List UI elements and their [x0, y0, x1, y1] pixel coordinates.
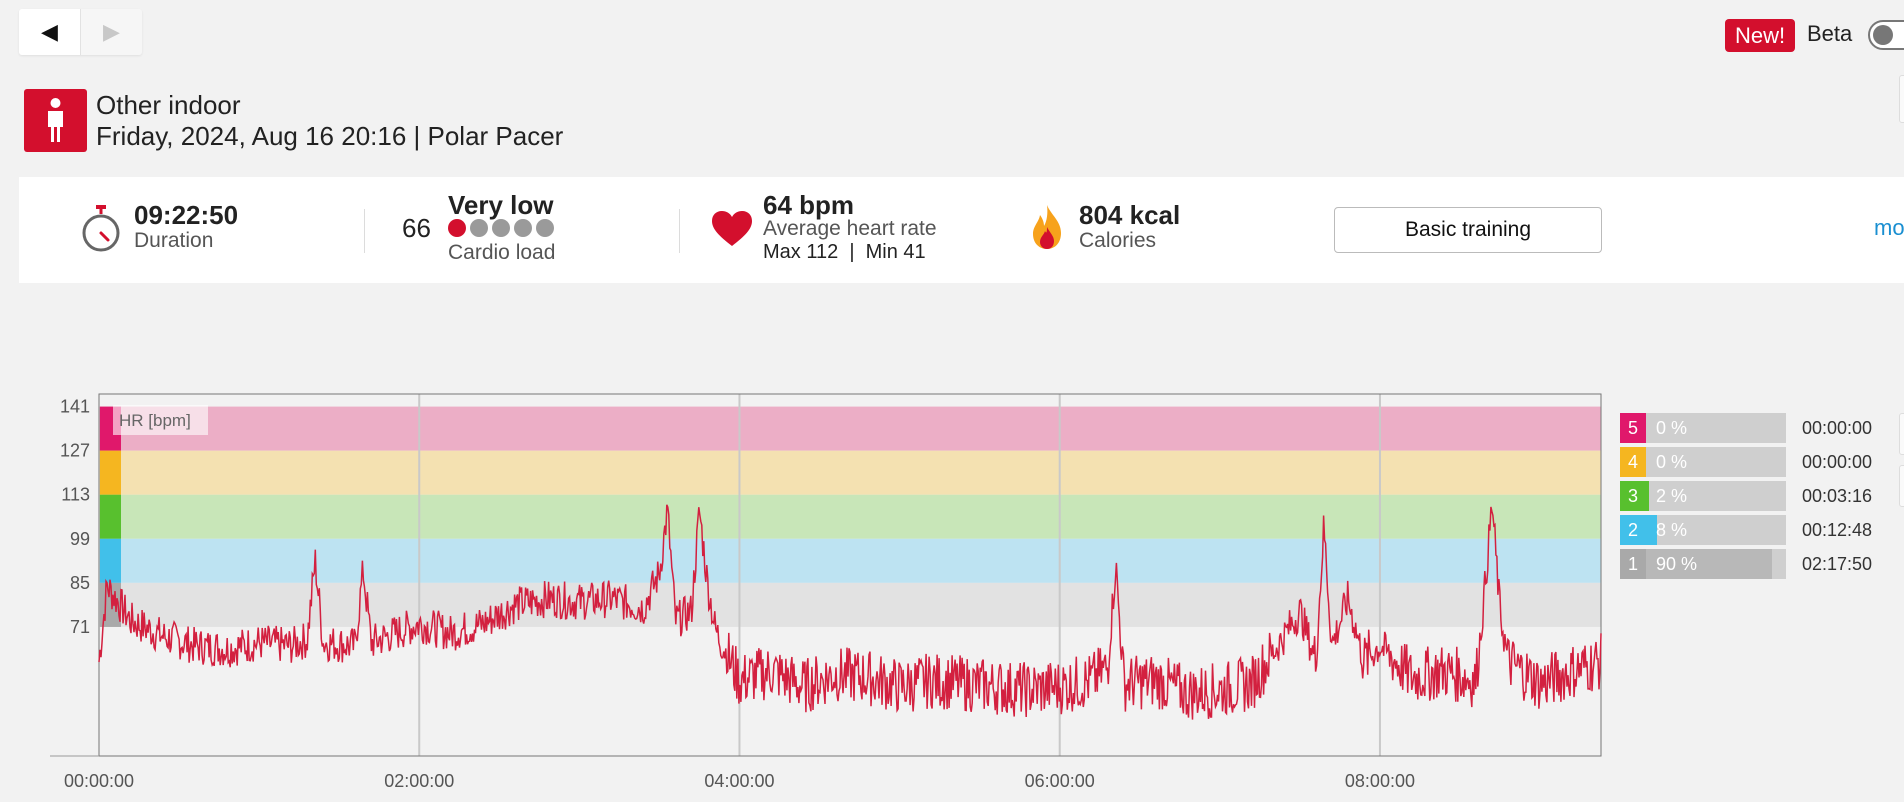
cardio-load-number: 66 [402, 213, 431, 243]
duration-value: 09:22:50 [134, 200, 239, 230]
next-button[interactable]: ▶ [81, 9, 142, 55]
zone-band [99, 406, 1601, 451]
zone-row: 5 0 % [1620, 413, 1786, 443]
zone-number: 2 [1620, 515, 1646, 545]
zone-strip [100, 538, 121, 583]
zone-row: 4 0 % [1620, 447, 1786, 477]
zone-number: 1 [1620, 549, 1646, 579]
toggle-knob [1873, 25, 1893, 45]
zone-band [99, 450, 1601, 495]
zone-percent: 0 % [1656, 452, 1688, 472]
zone-fill [1646, 515, 1658, 545]
duration-label: Duration [134, 229, 214, 252]
zone-row: 2 8 % [1620, 515, 1786, 545]
new-badge: New! [1725, 19, 1796, 52]
cardio-dot [448, 219, 466, 237]
zone-row: 3 2 % [1620, 481, 1786, 511]
beta-toggle[interactable] [1868, 20, 1904, 50]
avg-hr-label: Average heart rate [763, 217, 937, 240]
zone-fill [1646, 549, 1772, 579]
plot-frame [98, 393, 1602, 757]
side-handle[interactable] [1899, 413, 1904, 455]
zone-number: 5 [1620, 413, 1646, 443]
avg-hr-value: 64 bpm [763, 190, 855, 220]
y-tick-label: 113 [61, 485, 90, 505]
cardio-dot [470, 219, 488, 237]
more-link[interactable]: mo [1874, 215, 1904, 240]
beta-label: Beta [1807, 21, 1853, 46]
zone-percent: 0 % [1656, 418, 1688, 438]
session-subtitle: Friday, 2024, Aug 16 20:16 | Polar Pacer [96, 121, 564, 151]
sport-name: Other indoor [96, 90, 241, 120]
previous-button[interactable]: ◀ [19, 9, 81, 55]
person-icon [24, 89, 87, 152]
zone-strip [100, 494, 121, 539]
zone-percent: 8 % [1656, 520, 1688, 540]
zone-time: 00:03:16 [1802, 486, 1873, 506]
side-handle[interactable] [1899, 75, 1904, 123]
divider [364, 209, 365, 253]
zone-strip [100, 450, 121, 495]
series-label-bg [113, 405, 208, 435]
cardio-dot [514, 219, 532, 237]
hr-max-min: Max 112 | Min 41 [763, 241, 926, 263]
zone-time: 00:00:00 [1802, 452, 1873, 472]
zone-time: 00:00:00 [1802, 418, 1873, 438]
divider [679, 209, 680, 253]
zone-fill [1646, 481, 1649, 511]
calories-label: Calories [1079, 229, 1157, 252]
y-tick-label: 127 [60, 441, 90, 461]
x-tick-label: 02:00:00 [384, 771, 454, 791]
zone-band [99, 538, 1601, 583]
zone-number: 4 [1620, 447, 1646, 477]
summary-bar: 09:22:50 Duration 66 Very low Cardio loa… [19, 177, 1904, 283]
y-tick-label: 71 [70, 617, 90, 637]
zone-number: 3 [1620, 481, 1646, 511]
y-tick-label: 99 [70, 529, 90, 549]
calories-value: 804 kcal [1079, 200, 1181, 230]
stopwatch-icon [81, 205, 121, 258]
zone-band [99, 494, 1601, 539]
zone-percent: 90 % [1656, 554, 1698, 574]
heart-rate-chart: 141 127 113 99 85 71 00:00:00 02:00:00 04:00:00… [50, 393, 1602, 791]
zone-time: 02:17:50 [1802, 554, 1873, 574]
series-label: HR [bpm] [119, 411, 191, 430]
zone-band [99, 582, 1601, 627]
x-tick-label: 04:00:00 [704, 771, 774, 791]
zone-time: 00:12:48 [1802, 520, 1873, 540]
cardio-dot [492, 219, 510, 237]
side-handle[interactable] [1899, 465, 1904, 507]
x-tick-label: 00:00:00 [64, 771, 134, 791]
flame-icon [1029, 203, 1065, 256]
cardio-load-dots [448, 219, 554, 237]
basic-training-button[interactable]: Basic training [1334, 207, 1602, 253]
x-tick-label: 06:00:00 [1025, 771, 1095, 791]
y-tick-label: 141 [60, 397, 90, 417]
y-tick-label: 85 [70, 573, 90, 593]
nav-buttons: ◀ ▶ [19, 9, 142, 55]
cardio-load-level: Very low [448, 190, 554, 220]
cardio-load-label: Cardio load [448, 241, 556, 264]
zone-percent: 2 % [1656, 486, 1688, 506]
x-tick-label: 08:00:00 [1345, 771, 1415, 791]
hr-line [98, 504, 1602, 720]
zone-row: 1 90 % [1620, 549, 1786, 579]
heart-icon [711, 210, 753, 253]
cardio-dot [536, 219, 554, 237]
